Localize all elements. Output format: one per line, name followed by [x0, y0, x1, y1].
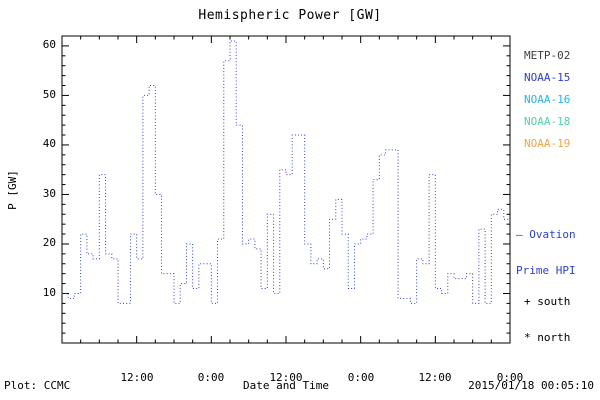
south-marker-label: + south: [524, 295, 571, 308]
y-tick-label: 30: [42, 187, 56, 200]
x-axis-label: Date and Time: [242, 379, 330, 392]
timestamp-label: 2015/01/18 00:05:10: [468, 379, 594, 392]
chart-title: Hemispheric Power [GW]: [198, 8, 382, 23]
x-tick-label: 12:00 Jan17: [418, 371, 452, 384]
north-marker-label: * north: [524, 331, 571, 344]
y-axis-label: P [GW]: [6, 170, 19, 210]
x-tick-label: 12:00 Jan15: [120, 371, 154, 384]
plot-source-label: Plot: CCMC: [4, 379, 71, 392]
legend-item-noaa15: NOAA-15: [524, 71, 571, 84]
y-tick-label: 60: [42, 38, 56, 51]
y-tick-label: 10: [42, 286, 56, 299]
y-tick-label: 50: [42, 88, 56, 101]
legend-item-metp02: METP-02: [524, 49, 571, 62]
x-tick-label: 12:00 Jan16: [269, 371, 303, 384]
y-tick-label: 20: [42, 236, 56, 249]
y-tick-label: 40: [42, 137, 56, 150]
ovation-prime-hpi-label: — Ovation Prime HPI: [516, 228, 576, 277]
x-tick-label: 0:00 Jan18: [496, 371, 524, 384]
x-tick-label: 0:00 Jan16: [197, 371, 225, 384]
legend-item-noaa19: NOAA-19: [524, 137, 571, 150]
legend-item-noaa18: NOAA-18: [524, 115, 571, 128]
x-tick-label: 0:00 Jan17: [347, 371, 375, 384]
legend-item-noaa16: NOAA-16: [524, 93, 571, 106]
